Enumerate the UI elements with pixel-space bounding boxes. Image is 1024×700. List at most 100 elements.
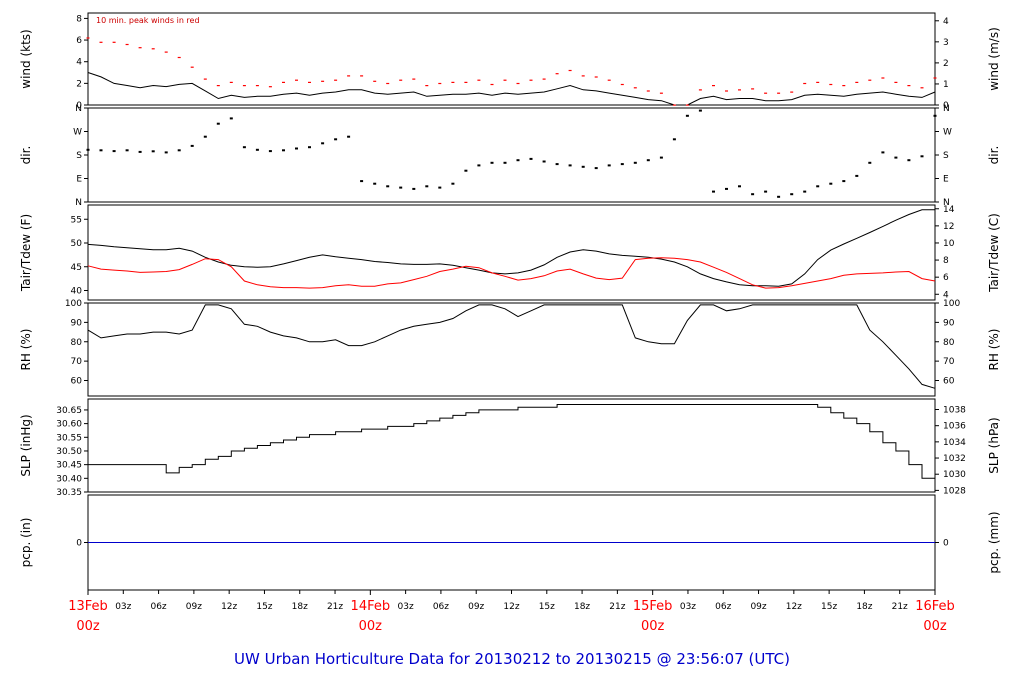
peak-wind-mark [334, 79, 338, 81]
wind-direction-point [464, 169, 468, 172]
wind-direction-point [399, 186, 403, 189]
ytick-label: 4 [76, 58, 82, 68]
xtick-label: 15z [256, 602, 272, 612]
peak-wind-mark [568, 69, 572, 72]
wind-direction-point [568, 164, 572, 167]
air-temperature-line [87, 209, 935, 287]
peak-wind-mark [295, 79, 298, 81]
wind-direction-point [881, 151, 885, 154]
wind-direction-point [255, 148, 259, 151]
peak-wind-mark [86, 37, 90, 39]
wind-direction-point [321, 142, 325, 145]
wind-direction-point [334, 138, 338, 141]
ytick-label: 8 [76, 14, 82, 24]
ytick-label-right: 1036 [943, 422, 966, 432]
peak-wind-mark [607, 79, 611, 81]
wind-direction-point [86, 148, 90, 151]
peak-wind-mark [516, 82, 520, 85]
peak-wind-mark [373, 80, 377, 82]
ytick-label-right: 6 [943, 273, 949, 283]
ytick-label-right: W [943, 128, 952, 138]
peak-wind-mark [203, 78, 207, 80]
wind-direction-point [894, 156, 898, 159]
peak-wind-mark [725, 90, 728, 92]
peak-wind-mark [425, 85, 429, 87]
peak-wind-mark [216, 85, 220, 87]
wind-direction-point [373, 182, 377, 185]
xday-label: 14Feb [351, 599, 391, 614]
ytick-label: 60 [71, 377, 83, 387]
peak-wind-mark [542, 78, 546, 80]
ytick-label: 50 [71, 239, 83, 249]
peak-wind-mark [438, 82, 442, 85]
ytick-label: W [73, 128, 82, 138]
peak-wind-annotation: 10 min. peak winds in red [96, 16, 200, 25]
ytick-label-right: 2 [943, 59, 949, 69]
ytick-label: 90 [71, 318, 83, 328]
ylabel-left-5: pcp. (in) [19, 518, 33, 568]
wind-direction-point [581, 165, 585, 168]
wind-speed-line [87, 72, 936, 106]
wind-direction-point [633, 161, 637, 164]
xtick-label: 15z [821, 602, 837, 612]
ytick-label: 30.65 [56, 406, 82, 416]
wind-direction-point [842, 180, 846, 183]
xday-label: 15Feb [633, 599, 673, 614]
peak-wind-mark [360, 75, 364, 77]
xday-time-label: 00z [359, 619, 383, 634]
peak-wind-mark [659, 92, 663, 94]
ylabel-right-1: dir. [987, 146, 1001, 165]
peak-wind-mark [242, 85, 246, 87]
dewpoint-line [87, 257, 936, 289]
peak-wind-mark [672, 104, 676, 106]
peak-wind-mark [803, 82, 807, 85]
peak-wind-mark [112, 41, 116, 43]
xtick-label: 18z [292, 602, 308, 612]
wind-direction-point [868, 161, 872, 164]
peak-wind-mark [464, 81, 468, 83]
ytick-label-right: N [943, 198, 950, 208]
wind-direction-point [242, 146, 246, 149]
wind-direction-point [425, 185, 429, 188]
xtick-label: 06z [715, 602, 731, 612]
ytick-label-right: 8 [943, 256, 949, 266]
xday-time-label: 00z [641, 619, 665, 634]
wind-direction-point [99, 149, 103, 152]
peak-wind-mark [399, 79, 403, 81]
wind-direction-point [816, 185, 820, 188]
ytick-label-right: 1028 [943, 486, 966, 496]
ylabel-right-2: Tair/Tdew (C) [987, 213, 1001, 293]
ylabel-left-0: wind (kts) [19, 29, 33, 88]
peak-wind-mark [255, 85, 259, 87]
ytick-label: 6 [76, 36, 82, 46]
panel-frame-1 [87, 107, 936, 203]
peak-wind-mark [555, 73, 559, 75]
wind-direction-point [751, 193, 755, 196]
wind-direction-point [282, 149, 285, 152]
peak-wind-mark [738, 89, 741, 91]
ytick-label-right: 1 [943, 80, 949, 90]
wind-direction-point [516, 159, 520, 162]
ytick-label-right: N [943, 104, 950, 114]
wind-direction-point [295, 147, 298, 150]
ytick-label: N [75, 198, 82, 208]
peak-wind-mark [881, 77, 885, 79]
ytick-label: 30.45 [56, 461, 82, 471]
peak-wind-mark [99, 41, 103, 43]
ylabel-left-1: dir. [19, 146, 33, 165]
peak-wind-mark [151, 48, 155, 50]
ylabel-right-4: SLP (hPa) [987, 417, 1001, 473]
ytick-label-right: 1030 [943, 470, 966, 480]
wind-direction-point [555, 163, 559, 166]
peak-wind-mark [347, 75, 351, 77]
ytick-label: 30.50 [56, 447, 82, 457]
xtick-label: 09z [186, 602, 202, 612]
ytick-label-right: 0 [943, 539, 949, 549]
ytick-label-right: 90 [943, 318, 955, 328]
xtick-label: 03z [398, 602, 414, 612]
peak-wind-mark [816, 81, 820, 83]
wind-direction-point [529, 157, 533, 160]
ylabel-right-3: RH (%) [987, 329, 1001, 371]
xday-time-label: 00z [76, 619, 100, 634]
relative-humidity-line [87, 304, 936, 389]
